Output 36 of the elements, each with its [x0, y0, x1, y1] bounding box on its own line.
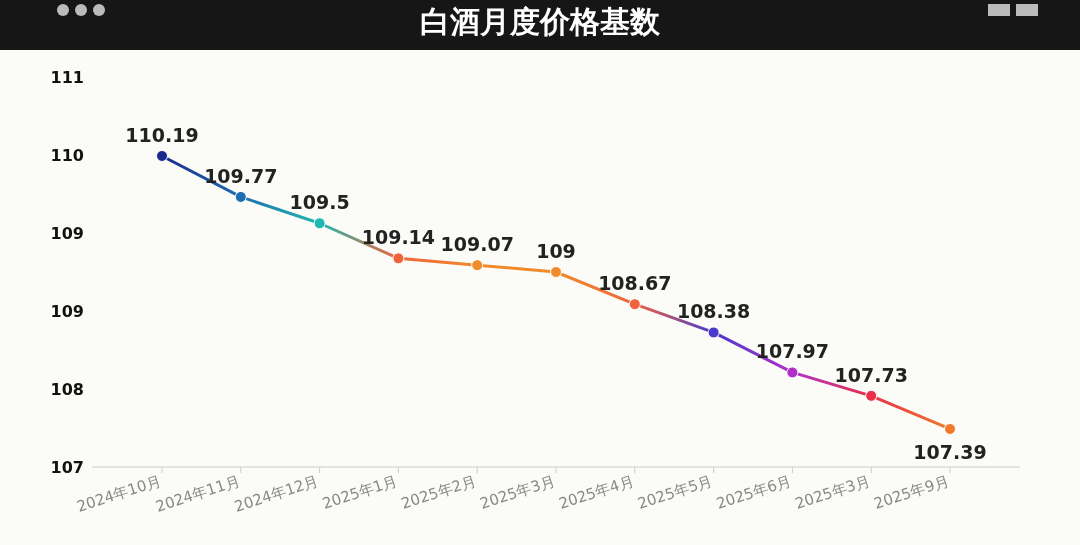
point	[786, 366, 799, 379]
data-label: 109.07	[440, 233, 514, 256]
point	[471, 259, 484, 272]
data-label: 109.77	[204, 164, 278, 187]
x-tick-label: 2025年5月	[635, 471, 715, 513]
y-tick-label: 107	[50, 457, 84, 477]
data-label: 109.14	[361, 226, 436, 249]
point	[550, 266, 562, 278]
point	[628, 298, 641, 311]
chart-title: 白酒月度价格基数	[419, 3, 661, 41]
data-label: 109	[536, 240, 576, 262]
data-label: 107.73	[834, 363, 908, 386]
y-tick-label: 109	[50, 223, 84, 243]
x-tick-label: 2025年6月	[714, 471, 794, 513]
data-label: 107.97	[755, 340, 830, 363]
y-tick-label: 111	[50, 67, 84, 87]
y-tick-label: 108	[50, 379, 84, 399]
point	[865, 389, 878, 402]
point	[707, 326, 720, 339]
x-tick-label: 2025年2月	[398, 471, 479, 513]
x-tick-label: 2025年9月	[871, 471, 952, 513]
x-tick-label: 2025年4月	[556, 471, 637, 513]
x-tick-label: 2025年3月	[477, 471, 558, 513]
data-label: 108.67	[598, 272, 672, 295]
point	[313, 217, 326, 230]
point	[392, 252, 405, 265]
x-tick-label: 2025年1月	[320, 471, 400, 513]
y-tick-label: 110	[50, 145, 84, 165]
data-label: 109.5	[289, 191, 350, 214]
y-tick-label: 109	[50, 301, 84, 321]
point	[156, 149, 168, 162]
data-label: 108.38	[676, 300, 751, 323]
data-label: 107.39	[913, 440, 987, 463]
data-label: 110.19	[125, 123, 199, 146]
point	[234, 190, 247, 203]
x-tick-label: 2025年3月	[792, 471, 873, 513]
